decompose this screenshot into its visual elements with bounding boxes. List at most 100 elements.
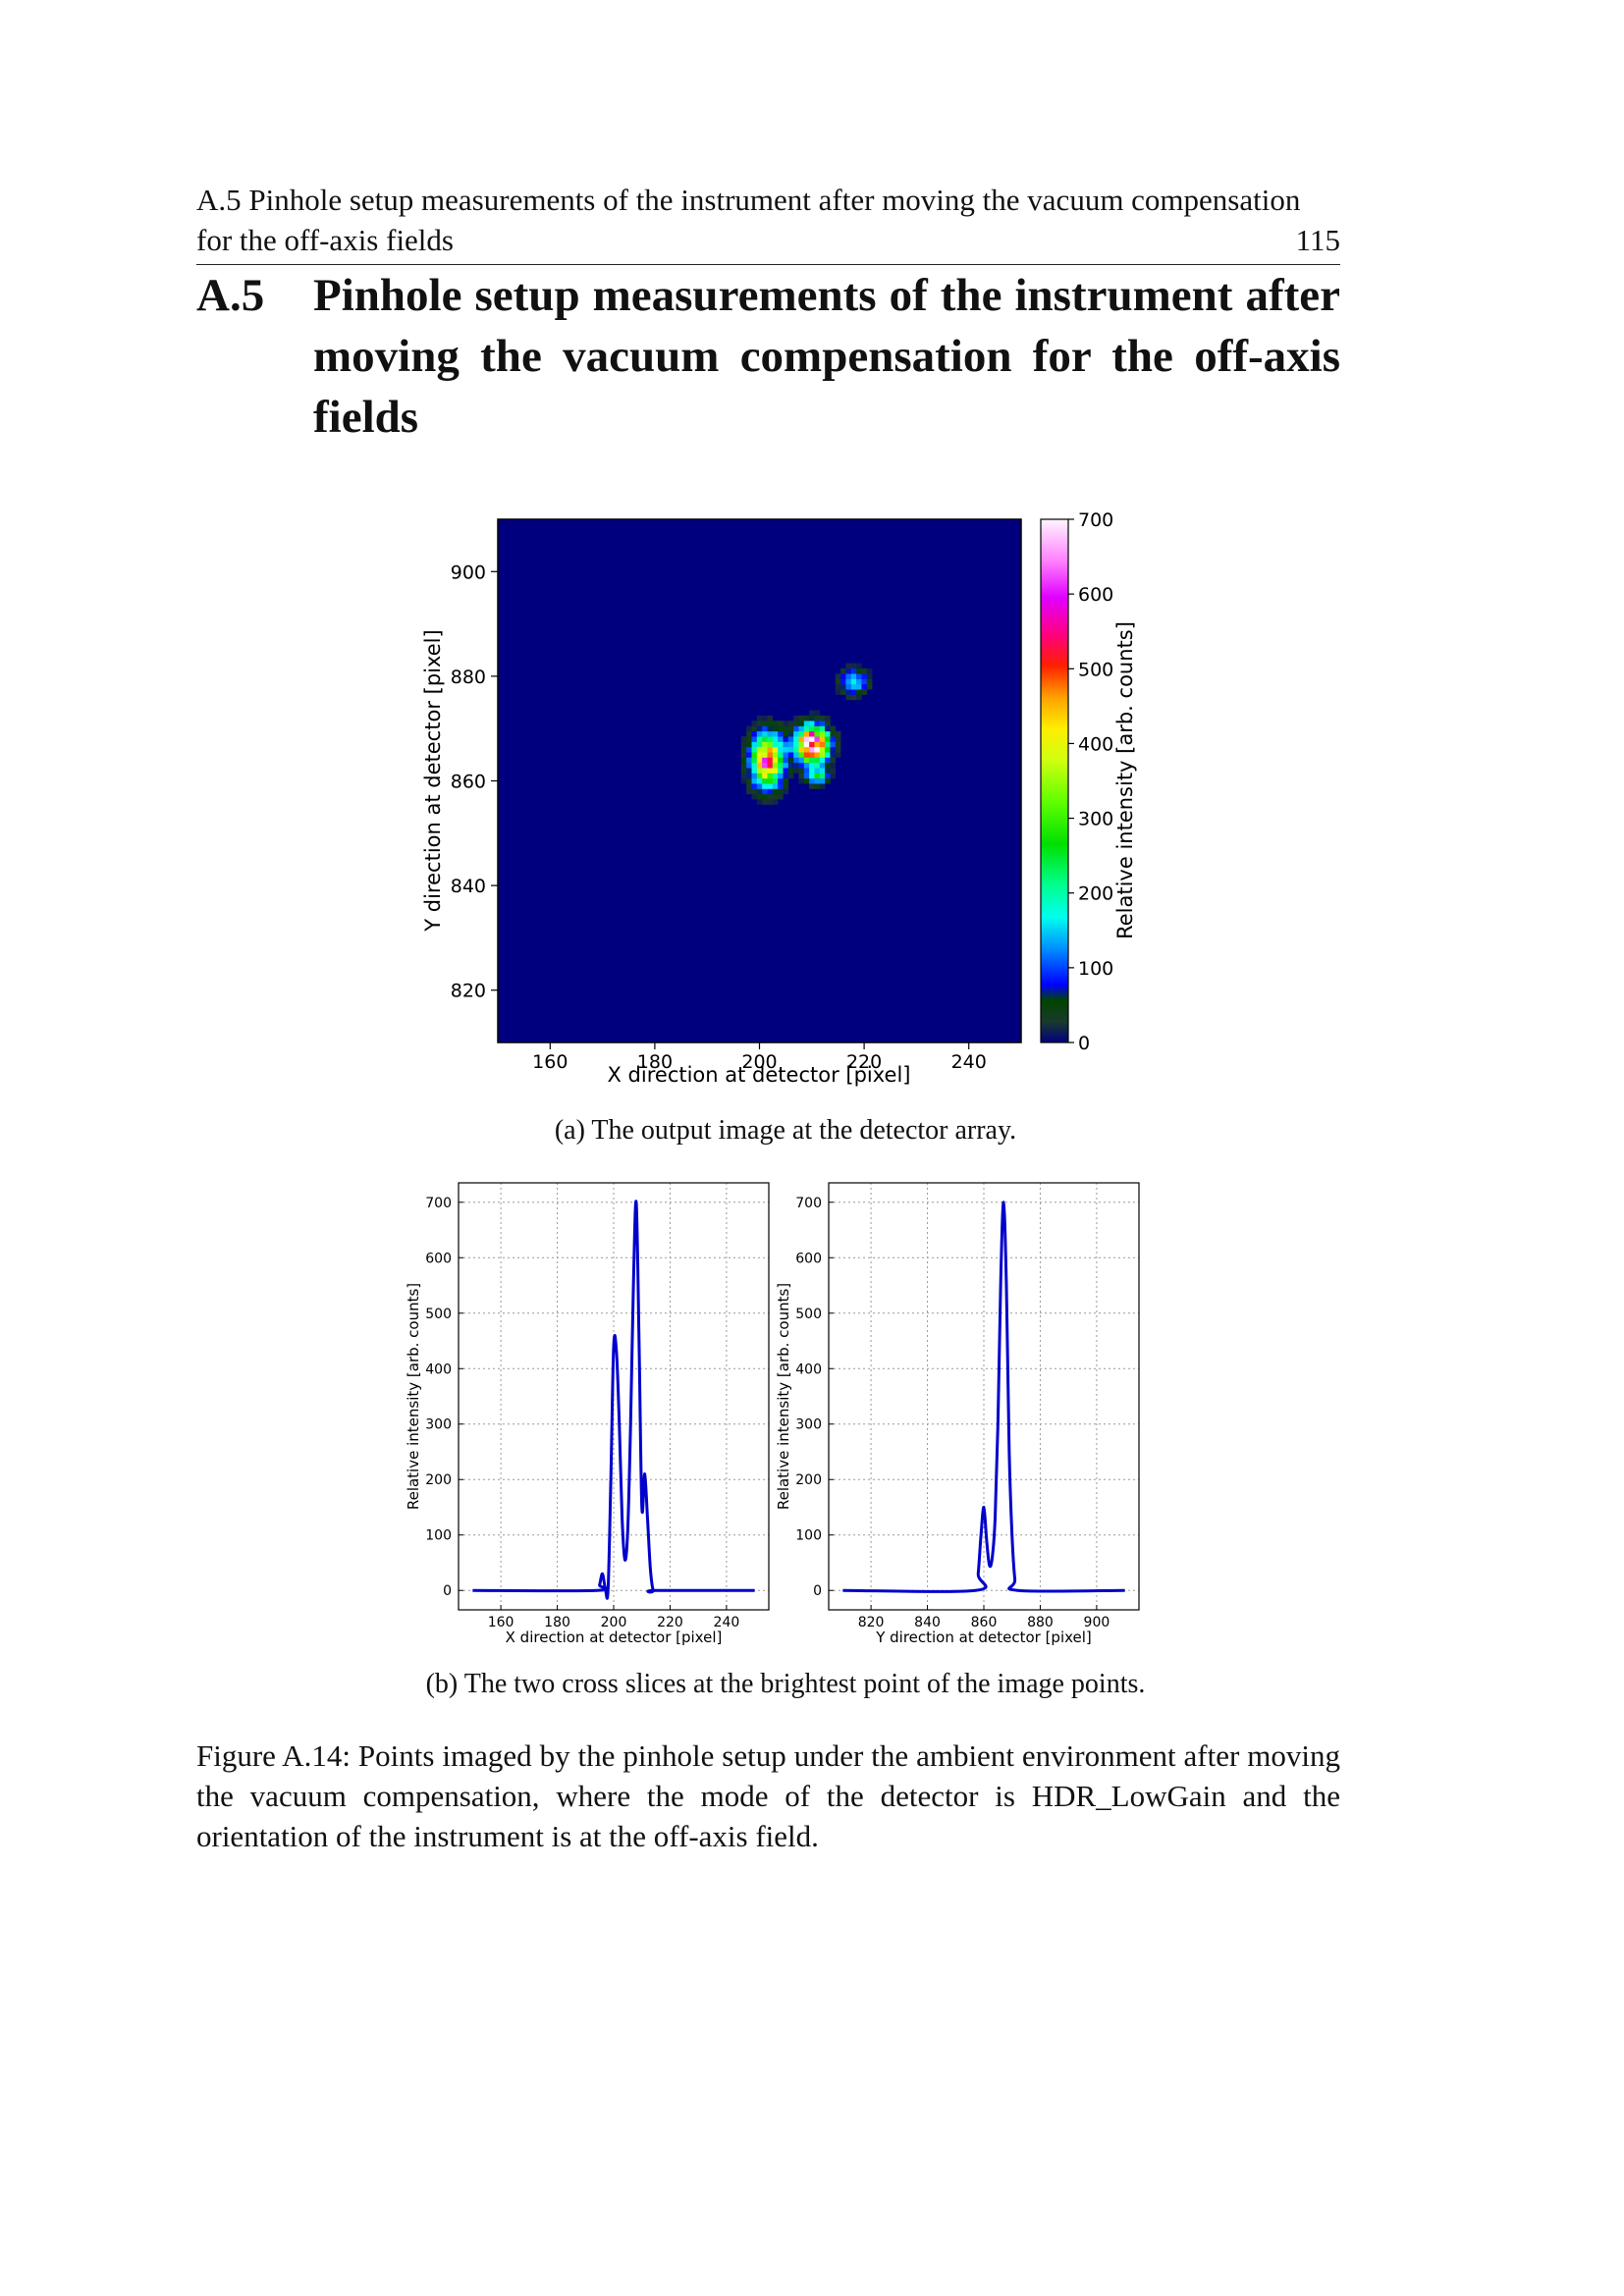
heatmap-pixel [778,793,784,800]
heatmap-pixel [840,667,846,674]
heatmap-pixel [835,678,841,685]
heatmap-pixel [861,689,868,695]
heatmap-pixel [835,752,841,758]
detector-heatmap-figure: 160 180 200 220 240 820 840 860 880 900 X direct… [421,509,1137,1087]
heatmap-pixel [830,762,837,769]
heatmap-pixel [767,721,774,726]
heatmap-pixel [814,762,821,769]
heatmap-pixel [798,721,805,726]
page-number: 115 [1295,223,1340,257]
y-tick-label: 700 [425,1196,452,1211]
heatmap-pixel [772,777,779,784]
heatmap-pixel [756,757,763,764]
heatmap-pixel [798,773,805,779]
heatmap-pixel [803,752,810,758]
heatmap-pixel [825,757,831,764]
heatmap-pixel [762,768,768,774]
heatmap-pixel [772,730,779,737]
heatmap-pixel [814,783,821,789]
x-tick-label: 160 [488,1615,514,1630]
heatmap-pixel [740,768,747,774]
heatmap-pixel [856,673,862,679]
heatmap-y-ticks: 820 840 860 880 900 [451,561,498,1002]
heatmap-pixel [746,746,752,753]
heatmap-pixel [803,715,810,721]
heatmap-pixel [772,762,779,769]
heatmap-pixel [845,663,852,669]
heatmap-pixel [778,741,784,748]
heatmap-pixel [803,746,810,753]
heatmap-pixel [740,757,747,764]
heatmap-pixel [762,741,768,748]
ticks: 160 180 200 220 240 0 100 200 300 400 500 600 700 [425,1196,739,1630]
heatmap-pixel [772,788,779,795]
colorbar-tick-label: 200 [1078,883,1113,905]
heatmap-pixel [778,736,784,742]
heatmap-pixel [861,683,868,690]
heatmap-pixel [787,762,794,769]
heatmap-pixel [740,777,747,784]
heatmap-pixel [793,725,799,732]
heatmap-pixel [814,773,821,779]
heatmap-pixel [787,757,794,764]
heatmap-pixel [787,773,794,779]
heatmap-pixel [830,730,837,737]
heatmap-pixel [850,689,857,695]
heatmap-pixel [825,768,831,774]
ticks: 820 840 860 880 900 0 100 200 300 400 500 600 700 [795,1196,1110,1630]
heatmap-pixel [756,721,763,726]
heatmap-pixel [746,768,752,774]
heatmap-pixel [866,683,873,690]
heatmap-pixel [762,783,768,789]
heatmap-pixel [762,799,768,805]
heatmap-pixel [803,762,810,769]
heatmap-pixel [746,777,752,784]
heatmap-pixel [798,741,805,748]
heatmap-pixel [845,683,852,690]
heatmap-pixel [746,757,752,764]
heatmap-pixel [746,762,752,769]
heatmap-pixel [819,730,826,737]
heatmap-pixel [756,746,763,753]
heatmap-pixel [856,683,862,690]
heatmap-pixel [835,730,841,737]
y-tick-label: 600 [425,1251,452,1266]
heatmap-pixel [778,757,784,764]
heatmap-pixel [850,694,857,701]
heatmap-pixel [798,777,805,784]
colorbar-tick-label: 400 [1078,733,1113,755]
heatmap-pixel [803,757,810,764]
heatmap-pixel [756,752,763,758]
heatmap-pixel [809,741,815,748]
heatmap-pixel [756,799,763,805]
heatmap-pixel [756,715,763,721]
y-slice-plot: 820 840 860 880 900 0 100 200 300 400 500 600 700 Y d… [775,1182,1140,1646]
heatmap-pixel [756,773,763,779]
heatmap-pixel [756,768,763,774]
heatmap-pixel [767,715,774,721]
y-tick-label: 600 [795,1251,822,1266]
heatmap-pixel [751,762,758,769]
heatmap-pixel [762,725,768,732]
heatmap-pixel [772,736,779,742]
heatmap-pixel [783,752,789,758]
heatmap-pixel [825,725,831,732]
heatmap-pixel [793,741,799,748]
heatmap-pixel [767,788,774,795]
heatmap-pixel [783,736,789,742]
heatmap-pixel [856,694,862,701]
heatmap-pixel [783,762,789,769]
heatmap-pixel [772,752,779,758]
x-tick-label: 240 [714,1615,740,1630]
heatmap-pixel [746,783,752,789]
heatmap-pixel [751,741,758,748]
y-axis-label: Relative intensity [arb. counts] [405,1283,422,1510]
y-tick-label: 200 [425,1472,452,1488]
y-tick-label: 100 [425,1528,452,1544]
y-tick-label: 200 [795,1472,822,1488]
x-tick-label: 200 [741,1051,777,1073]
heatmap-pixel [746,752,752,758]
heatmap-pixel [767,725,774,732]
heatmap-pixel [856,689,862,695]
x-axis-label: Y direction at detector [pixel] [875,1629,1092,1646]
